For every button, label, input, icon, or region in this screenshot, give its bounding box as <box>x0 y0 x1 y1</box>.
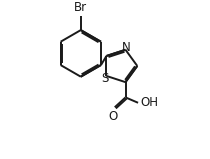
Text: OH: OH <box>141 96 159 109</box>
Text: S: S <box>101 72 108 85</box>
Text: N: N <box>122 41 131 54</box>
Text: Br: Br <box>74 1 87 14</box>
Text: O: O <box>108 110 118 122</box>
